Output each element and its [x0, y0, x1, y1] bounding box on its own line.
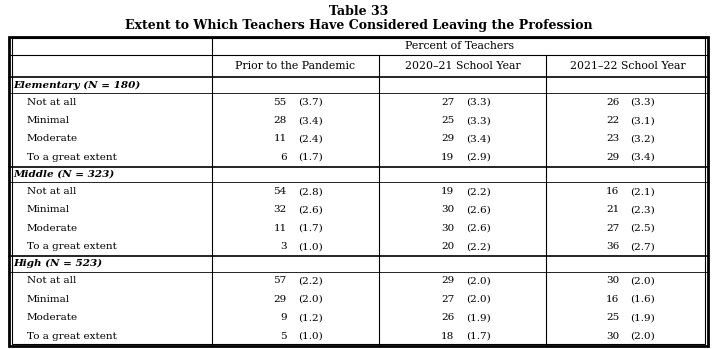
Text: 30: 30 — [606, 276, 619, 285]
Text: 28: 28 — [273, 116, 287, 125]
Text: (3.3): (3.3) — [466, 116, 490, 125]
Text: 29: 29 — [441, 276, 454, 285]
Text: (2.4): (2.4) — [298, 134, 323, 143]
Text: 2020–21 School Year: 2020–21 School Year — [404, 61, 521, 71]
Text: High (N = 523): High (N = 523) — [13, 259, 102, 268]
Text: (1.0): (1.0) — [298, 242, 323, 251]
Text: Minimal: Minimal — [27, 116, 70, 125]
Text: Moderate: Moderate — [27, 224, 77, 233]
Text: Elementary (N = 180): Elementary (N = 180) — [13, 81, 140, 90]
Text: 27: 27 — [441, 98, 454, 106]
Text: To a great extent: To a great extent — [27, 153, 116, 162]
Text: (2.8): (2.8) — [298, 187, 323, 196]
Text: (1.6): (1.6) — [631, 295, 655, 304]
Text: 11: 11 — [273, 224, 287, 233]
Text: (2.7): (2.7) — [631, 242, 655, 251]
Text: 55: 55 — [273, 98, 287, 106]
Text: 3: 3 — [280, 242, 287, 251]
Text: (1.7): (1.7) — [298, 153, 323, 162]
Text: (2.0): (2.0) — [466, 295, 490, 304]
Text: Not at all: Not at all — [27, 187, 76, 196]
Text: 30: 30 — [606, 332, 619, 341]
Text: (3.3): (3.3) — [466, 98, 490, 106]
Text: 29: 29 — [273, 295, 287, 304]
Text: 19: 19 — [441, 187, 454, 196]
Text: 21: 21 — [606, 206, 619, 215]
Text: (2.9): (2.9) — [466, 153, 490, 162]
Text: (3.7): (3.7) — [298, 98, 323, 106]
Text: 30: 30 — [441, 224, 454, 233]
Text: 27: 27 — [441, 295, 454, 304]
Text: Not at all: Not at all — [27, 98, 76, 106]
Text: Minimal: Minimal — [27, 295, 70, 304]
Text: (2.0): (2.0) — [466, 276, 490, 285]
Text: (2.6): (2.6) — [466, 224, 490, 233]
Text: (1.7): (1.7) — [466, 332, 490, 341]
Text: (1.9): (1.9) — [631, 313, 655, 322]
Text: (2.2): (2.2) — [466, 242, 490, 251]
Text: 29: 29 — [606, 153, 619, 162]
Text: 30: 30 — [441, 206, 454, 215]
Text: Minimal: Minimal — [27, 206, 70, 215]
Text: (3.4): (3.4) — [466, 134, 490, 143]
Text: Table 33: Table 33 — [329, 5, 388, 18]
Text: Moderate: Moderate — [27, 134, 77, 143]
Text: Extent to Which Teachers Have Considered Leaving the Profession: Extent to Which Teachers Have Considered… — [125, 19, 592, 32]
Text: (3.4): (3.4) — [298, 116, 323, 125]
Text: 36: 36 — [606, 242, 619, 251]
Text: 25: 25 — [606, 313, 619, 322]
Text: 9: 9 — [280, 313, 287, 322]
Text: 29: 29 — [441, 134, 454, 143]
Text: (3.1): (3.1) — [631, 116, 655, 125]
Text: 11: 11 — [273, 134, 287, 143]
Text: Prior to the Pandemic: Prior to the Pandemic — [235, 61, 355, 71]
Text: 57: 57 — [273, 276, 287, 285]
Text: 16: 16 — [606, 295, 619, 304]
Text: 22: 22 — [606, 116, 619, 125]
Text: 16: 16 — [606, 187, 619, 196]
Text: (2.1): (2.1) — [631, 187, 655, 196]
Text: (2.3): (2.3) — [631, 206, 655, 215]
Text: 26: 26 — [441, 313, 454, 322]
Text: 5: 5 — [280, 332, 287, 341]
Text: 19: 19 — [441, 153, 454, 162]
Text: 20: 20 — [441, 242, 454, 251]
Text: 18: 18 — [441, 332, 454, 341]
Text: 32: 32 — [273, 206, 287, 215]
Text: Not at all: Not at all — [27, 276, 76, 285]
Text: (2.5): (2.5) — [631, 224, 655, 233]
Text: (2.6): (2.6) — [466, 206, 490, 215]
Text: (2.2): (2.2) — [298, 276, 323, 285]
Text: (2.2): (2.2) — [466, 187, 490, 196]
Text: 27: 27 — [606, 224, 619, 233]
Text: (1.9): (1.9) — [466, 313, 490, 322]
Text: (3.4): (3.4) — [631, 153, 655, 162]
Text: 25: 25 — [441, 116, 454, 125]
Text: (1.2): (1.2) — [298, 313, 323, 322]
Text: 2021–22 School Year: 2021–22 School Year — [569, 61, 685, 71]
Text: (3.3): (3.3) — [631, 98, 655, 106]
Text: (2.0): (2.0) — [298, 295, 323, 304]
Text: 54: 54 — [273, 187, 287, 196]
Text: Middle (N = 323): Middle (N = 323) — [13, 170, 114, 179]
Text: (1.0): (1.0) — [298, 332, 323, 341]
Text: 23: 23 — [606, 134, 619, 143]
Text: (2.0): (2.0) — [631, 276, 655, 285]
Text: (3.2): (3.2) — [631, 134, 655, 143]
Text: (2.6): (2.6) — [298, 206, 323, 215]
Text: (1.7): (1.7) — [298, 224, 323, 233]
Text: Percent of Teachers: Percent of Teachers — [405, 41, 515, 51]
Text: 6: 6 — [280, 153, 287, 162]
Text: To a great extent: To a great extent — [27, 242, 116, 251]
Text: To a great extent: To a great extent — [27, 332, 116, 341]
Text: 26: 26 — [606, 98, 619, 106]
Text: Moderate: Moderate — [27, 313, 77, 322]
Text: (2.0): (2.0) — [631, 332, 655, 341]
